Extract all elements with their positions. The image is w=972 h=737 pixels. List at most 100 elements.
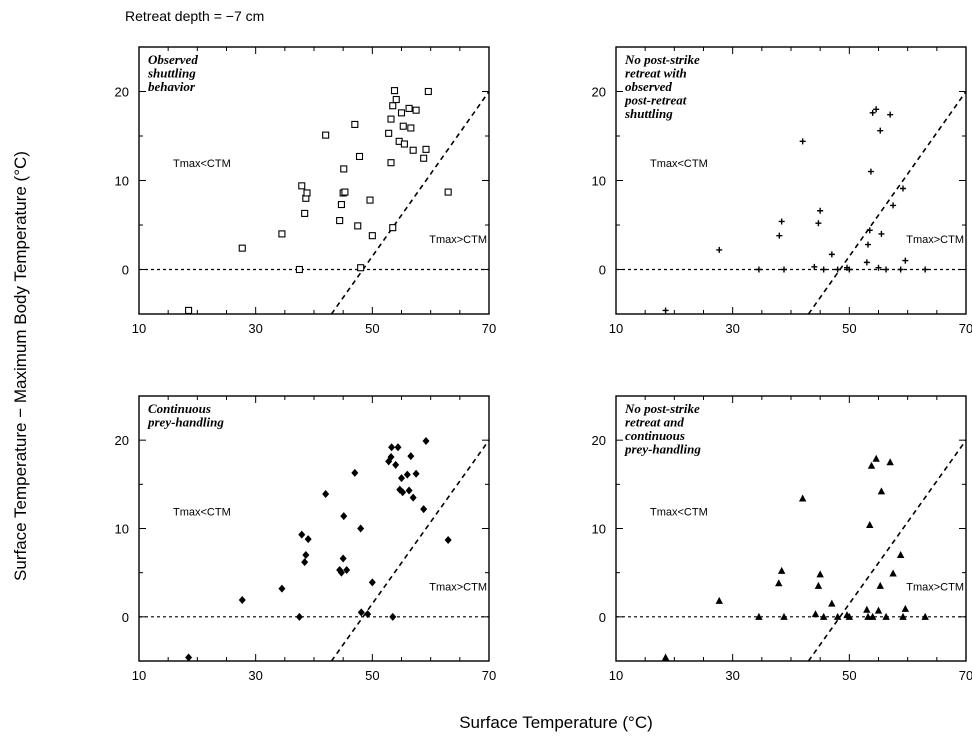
data-point <box>811 610 820 618</box>
ctm-boundary-line <box>330 91 489 314</box>
region-label-upper: Tmax<CTM <box>650 506 708 518</box>
x-tick-label: 50 <box>365 321 379 336</box>
data-point <box>817 207 824 214</box>
region-label-lower: Tmax>CTM <box>429 234 487 246</box>
y-tick-label: 10 <box>115 522 129 537</box>
x-tick-label: 30 <box>248 321 262 336</box>
data-point <box>387 452 395 461</box>
data-point <box>364 610 372 619</box>
data-point <box>816 570 824 578</box>
data-point <box>875 264 882 271</box>
x-tick-label: 70 <box>959 321 972 336</box>
data-points <box>661 454 929 661</box>
data-point <box>869 109 876 116</box>
region-label-upper: Tmax<CTM <box>650 158 708 170</box>
data-point <box>295 265 303 274</box>
y-tick-label: 20 <box>592 85 606 100</box>
data-point <box>368 578 376 587</box>
panel-title-line: Continuous <box>148 401 211 416</box>
data-point <box>887 111 894 118</box>
data-point <box>301 558 309 567</box>
data-point <box>412 469 420 478</box>
reference-lines <box>616 91 966 314</box>
data-point <box>420 505 428 514</box>
data-point <box>811 263 818 270</box>
data-point <box>403 470 411 479</box>
data-point <box>340 165 348 173</box>
data-point <box>798 494 807 502</box>
y-tick-label: 0 <box>599 263 606 278</box>
x-tick-label: 70 <box>959 668 972 683</box>
data-point <box>398 474 405 483</box>
data-point <box>661 653 670 661</box>
data-point <box>407 452 415 461</box>
data-point <box>304 535 312 544</box>
panel-title-line: prey-handling <box>147 415 224 430</box>
data-point <box>777 566 786 574</box>
data-point <box>422 145 430 153</box>
reference-lines <box>616 439 966 661</box>
data-point <box>355 152 364 161</box>
data-point <box>866 227 873 234</box>
data-point <box>343 566 351 575</box>
y-tick-label: 10 <box>115 174 129 189</box>
data-point <box>815 220 822 227</box>
x-tick-label: 30 <box>725 321 739 336</box>
data-point <box>900 185 906 192</box>
data-points <box>185 437 452 662</box>
data-point <box>298 182 306 190</box>
data-point <box>185 306 193 314</box>
ctm-boundary-line <box>807 439 966 661</box>
data-point <box>390 87 399 95</box>
data-point <box>278 230 286 238</box>
data-point <box>865 241 871 248</box>
data-point <box>389 102 397 110</box>
data-point <box>357 264 365 272</box>
data-point <box>368 232 376 240</box>
data-point <box>420 154 428 162</box>
x-tick-label: 10 <box>132 321 146 336</box>
data-point <box>776 232 783 239</box>
data-point <box>399 488 407 497</box>
data-point <box>834 266 841 273</box>
panel-title-line: No post-strike <box>624 401 700 416</box>
data-point <box>877 487 886 495</box>
data-point <box>407 124 415 132</box>
data-point <box>387 159 395 167</box>
data-point <box>781 266 787 273</box>
data-point <box>336 217 344 225</box>
data-point <box>389 224 397 232</box>
data-points <box>662 106 929 314</box>
data-point <box>846 266 853 273</box>
data-point <box>882 612 890 620</box>
panel-title-line: prey-handling <box>624 442 701 457</box>
y-tick-label: 0 <box>122 263 129 278</box>
x-tick-label: 10 <box>609 321 623 336</box>
data-point <box>392 95 400 104</box>
x-tick-label: 50 <box>842 321 856 336</box>
region-label-upper: Tmax<CTM <box>173 506 231 518</box>
y-tick-label: 0 <box>122 610 129 625</box>
data-point <box>820 266 827 273</box>
data-point <box>392 460 400 469</box>
region-label-lower: Tmax>CTM <box>906 581 964 593</box>
data-point <box>755 612 763 620</box>
y-tick-label: 10 <box>592 522 606 537</box>
panel-title-line: No post-strike <box>624 52 700 67</box>
data-point <box>424 87 432 96</box>
x-tick-label: 30 <box>725 668 739 683</box>
data-point <box>400 140 408 148</box>
data-point <box>387 115 395 123</box>
panel-title-line: retreat with <box>625 66 687 81</box>
panel-title-line: behavior <box>148 79 196 94</box>
data-point <box>922 266 929 273</box>
data-point <box>341 188 349 196</box>
data-point <box>863 605 871 613</box>
data-point <box>886 458 894 466</box>
panel-title-line: shuttling <box>147 66 196 81</box>
x-tick-label: 30 <box>248 668 262 683</box>
panel-title-line: continuous <box>625 428 685 443</box>
data-point <box>883 266 890 273</box>
y-tick-label: 0 <box>599 610 606 625</box>
